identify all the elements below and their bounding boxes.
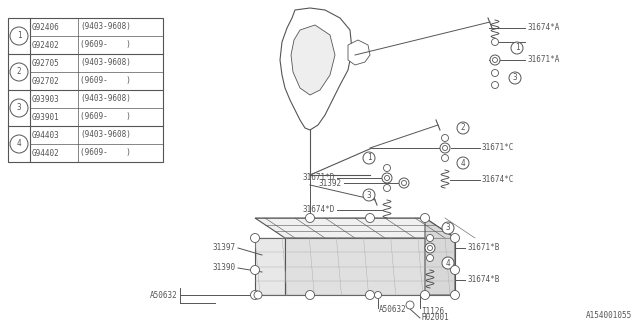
Text: G94403: G94403 <box>32 131 60 140</box>
Text: 31674*A: 31674*A <box>527 23 559 33</box>
Text: 31392: 31392 <box>319 179 342 188</box>
Text: 2: 2 <box>461 124 465 132</box>
Text: A50632: A50632 <box>150 291 178 300</box>
Text: 2: 2 <box>17 68 21 76</box>
Text: 31671*B: 31671*B <box>467 244 499 252</box>
Text: 31671*A: 31671*A <box>527 55 559 65</box>
Polygon shape <box>285 238 455 295</box>
Text: 31671*C: 31671*C <box>482 143 515 153</box>
Text: 3: 3 <box>445 223 451 233</box>
Circle shape <box>426 254 433 261</box>
Circle shape <box>509 72 521 84</box>
Circle shape <box>305 291 314 300</box>
Circle shape <box>420 213 429 222</box>
Circle shape <box>305 213 314 222</box>
Text: 1: 1 <box>515 44 519 52</box>
Text: H02001: H02001 <box>421 314 449 320</box>
Text: G92402: G92402 <box>32 41 60 50</box>
Text: 3: 3 <box>17 103 21 113</box>
Circle shape <box>511 42 523 54</box>
Circle shape <box>451 291 460 300</box>
Text: (9403-9608): (9403-9608) <box>80 22 131 31</box>
Circle shape <box>492 38 499 45</box>
Circle shape <box>382 173 392 183</box>
Circle shape <box>457 157 469 169</box>
Circle shape <box>426 235 433 242</box>
Polygon shape <box>255 218 455 238</box>
Circle shape <box>363 152 375 164</box>
Text: 31674*D: 31674*D <box>303 205 335 214</box>
Text: A154001055: A154001055 <box>586 310 632 319</box>
Circle shape <box>420 291 429 300</box>
Text: G92705: G92705 <box>32 59 60 68</box>
Text: (9403-9608): (9403-9608) <box>80 131 131 140</box>
Text: 1: 1 <box>367 154 371 163</box>
Circle shape <box>254 291 262 299</box>
Text: 4: 4 <box>461 158 465 167</box>
Text: I1126: I1126 <box>421 308 444 316</box>
Polygon shape <box>255 238 285 295</box>
Polygon shape <box>291 25 335 95</box>
Polygon shape <box>280 8 352 130</box>
Text: G93903: G93903 <box>32 94 60 103</box>
Circle shape <box>10 135 28 153</box>
Circle shape <box>490 55 500 65</box>
Text: G93901: G93901 <box>32 113 60 122</box>
Text: (9609-    ): (9609- ) <box>80 148 131 157</box>
Text: 31390: 31390 <box>213 263 236 273</box>
Circle shape <box>374 292 381 299</box>
Text: 4: 4 <box>17 140 21 148</box>
Circle shape <box>401 180 406 186</box>
Circle shape <box>442 257 454 269</box>
Circle shape <box>442 155 449 162</box>
Bar <box>8 18 163 162</box>
Circle shape <box>10 99 28 117</box>
Circle shape <box>492 82 499 89</box>
Text: 31397: 31397 <box>213 244 236 252</box>
Text: (9403-9608): (9403-9608) <box>80 94 131 103</box>
Text: (9609-    ): (9609- ) <box>80 113 131 122</box>
Text: (9609-    ): (9609- ) <box>80 41 131 50</box>
Circle shape <box>457 122 469 134</box>
Text: G92702: G92702 <box>32 76 60 85</box>
Circle shape <box>442 222 454 234</box>
Circle shape <box>10 27 28 45</box>
Circle shape <box>440 143 450 153</box>
Text: G94402: G94402 <box>32 148 60 157</box>
Circle shape <box>383 164 390 172</box>
Text: A50632: A50632 <box>379 306 407 315</box>
Text: 31674*B: 31674*B <box>467 276 499 284</box>
Circle shape <box>493 58 497 62</box>
Polygon shape <box>425 218 455 295</box>
Text: G92406: G92406 <box>32 22 60 31</box>
Text: 1: 1 <box>17 31 21 41</box>
Text: (9609-    ): (9609- ) <box>80 76 131 85</box>
Circle shape <box>492 69 499 76</box>
Circle shape <box>451 266 460 275</box>
Circle shape <box>250 234 259 243</box>
Circle shape <box>250 291 259 300</box>
Circle shape <box>385 175 390 180</box>
Circle shape <box>451 234 460 243</box>
Text: (9403-9608): (9403-9608) <box>80 59 131 68</box>
Circle shape <box>399 178 409 188</box>
Text: 31671*D: 31671*D <box>303 173 335 182</box>
Circle shape <box>442 134 449 141</box>
Circle shape <box>428 245 433 251</box>
Text: 31674*C: 31674*C <box>482 175 515 185</box>
Circle shape <box>10 63 28 81</box>
Circle shape <box>365 213 374 222</box>
Circle shape <box>425 243 435 253</box>
Text: 3: 3 <box>513 74 517 83</box>
Circle shape <box>406 301 414 309</box>
Circle shape <box>365 291 374 300</box>
Polygon shape <box>348 40 370 65</box>
Circle shape <box>442 146 447 150</box>
Circle shape <box>250 266 259 275</box>
Text: 4: 4 <box>445 259 451 268</box>
Circle shape <box>383 185 390 191</box>
Text: 3: 3 <box>367 190 371 199</box>
Circle shape <box>363 189 375 201</box>
